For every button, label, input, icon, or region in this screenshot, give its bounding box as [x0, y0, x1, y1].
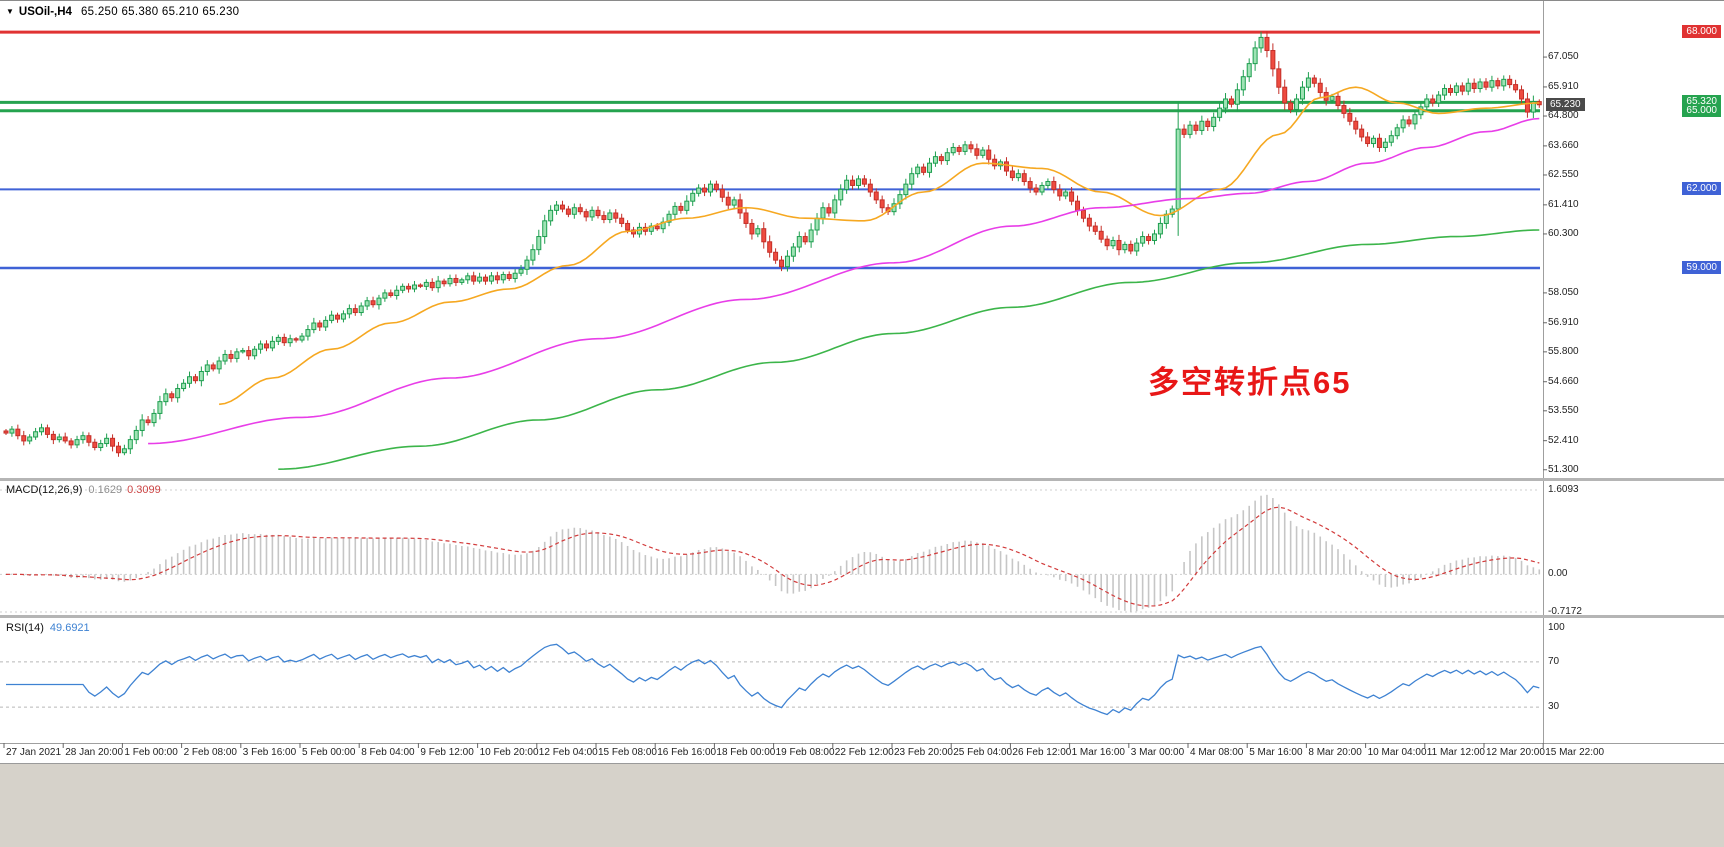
ma-slow-green: [278, 229, 1540, 470]
time-axis-label: 10 Mar 04:00: [1367, 747, 1427, 758]
time-axis-label: 3 Mar 00:00: [1130, 747, 1185, 758]
time-axis-label: 27 Jan 2021: [6, 747, 62, 758]
time-axis-label: 19 Feb 08:00: [775, 747, 835, 758]
time-axis-label: 25 Feb 04:00: [953, 747, 1013, 758]
price-axis-label: 53.550: [1548, 404, 1579, 416]
time-axis-label: 28 Jan 20:00: [65, 747, 124, 758]
price-axis-label: 63.660: [1548, 139, 1579, 151]
time-axis-label: 12 Mar 20:00: [1486, 747, 1545, 758]
time-axis-label: 15 Feb 08:00: [598, 747, 657, 758]
time-axis-label: 16 Feb 16:00: [657, 747, 717, 758]
rsi-gridlines: [0, 661, 1540, 708]
macd-axis-label: 0.00: [1548, 568, 1568, 580]
price-axis-label: 52.410: [1548, 434, 1579, 446]
time-axis-label: 15 Mar 22:00: [1545, 747, 1605, 758]
macd-title: MACD(12,26,9): [6, 484, 83, 496]
time-axis-label: 23 Feb 20:00: [894, 747, 953, 758]
time-axis-label: 1 Feb 00:00: [124, 747, 178, 758]
ma-fast-orange: [218, 86, 1540, 406]
price-level-label-59.000: 59.000: [1682, 260, 1721, 274]
time-axis-label: 2 Feb 08:00: [183, 747, 237, 758]
price-axis-label: 67.050: [1548, 51, 1579, 63]
macd-signal-value: 0.3099: [127, 484, 161, 496]
rsi-title: RSI(14): [6, 622, 44, 634]
price-axis-label: 54.660: [1548, 375, 1579, 387]
time-axis-label: 26 Feb 12:00: [1012, 747, 1072, 758]
price-axis-label: 55.800: [1548, 345, 1579, 357]
time-axis-label: 8 Mar 20:00: [1308, 747, 1362, 758]
price-axis-label: 62.550: [1548, 168, 1579, 180]
price-level-label-68.000: 68.000: [1682, 25, 1721, 39]
rsi-axis-label: 70: [1548, 655, 1560, 667]
macd-main-value: 0.1629: [88, 484, 123, 496]
time-axis-label: 3 Feb 16:00: [242, 747, 297, 758]
time-axis-label: 9 Feb 12:00: [420, 747, 474, 758]
bottom-gray-strip: [0, 763, 1724, 847]
price-axis-label: 60.300: [1548, 227, 1579, 239]
macd-histogram: [11, 494, 1541, 612]
rsi-value: 49.6921: [49, 622, 90, 634]
pane-separator[interactable]: [0, 615, 1724, 618]
symbol-timeframe-label: USOil-,H4: [18, 6, 72, 18]
time-axis-label: 8 Feb 04:00: [361, 747, 415, 758]
time-axis-label: 12 Feb 04:00: [538, 747, 598, 758]
rsi-indicator-label: RSI(14) 49.6921: [6, 622, 90, 634]
price-axis-label: 58.050: [1548, 286, 1579, 298]
ohlc-values: 65.250 65.380 65.210 65.230: [80, 6, 240, 18]
moving-averages: [148, 86, 1540, 470]
price-axis-label: 65.910: [1548, 80, 1579, 92]
price-axis-label: 64.800: [1548, 110, 1579, 122]
time-axis-label: 10 Feb 20:00: [479, 747, 539, 758]
ma-mid-magenta: [148, 117, 1540, 445]
symbol-info: ▼ USOil-,H4 65.250 65.380 65.210 65.230: [6, 6, 239, 18]
time-axis-label: 5 Feb 00:00: [302, 747, 356, 758]
rsi-axis-label: 30: [1548, 701, 1560, 713]
macd-indicator-label: MACD(12,26,9) 0.1629 0.3099: [6, 484, 161, 496]
price-level-label-62.000: 62.000: [1682, 182, 1721, 196]
time-axis-label: 22 Feb 12:00: [834, 747, 894, 758]
macd-signal-line: [5, 506, 1540, 607]
axis-chrome: [0, 1, 1724, 748]
rsi-line: [6, 643, 1540, 716]
macd-axis-label: -0.7172: [1548, 606, 1582, 617]
rsi-axis-label: 100: [1548, 622, 1565, 633]
price-level-label-65.000: 65.000: [1682, 103, 1721, 117]
time-axis-label: 4 Mar 08:00: [1190, 747, 1244, 758]
time-axis-label: 11 Mar 12:00: [1426, 747, 1485, 758]
pane-separator[interactable]: [0, 478, 1724, 481]
price-axis-label: 61.410: [1548, 198, 1579, 210]
time-axis-label: 18 Feb 00:00: [716, 747, 776, 758]
time-axis-label: 5 Mar 16:00: [1249, 747, 1303, 758]
price-axis-label: 56.910: [1548, 316, 1579, 328]
horizontal-level-lines: [0, 30, 1540, 270]
price-axis-label: 51.300: [1548, 463, 1579, 475]
annotation-text[interactable]: 多空转折点65: [1148, 365, 1352, 400]
time-axis-label: 1 Mar 16:00: [1071, 747, 1125, 758]
current-price-label: 65.230: [1546, 97, 1585, 111]
symbol-expander-icon[interactable]: ▼: [6, 7, 14, 16]
macd-axis-label: 1.6093: [1548, 484, 1579, 495]
